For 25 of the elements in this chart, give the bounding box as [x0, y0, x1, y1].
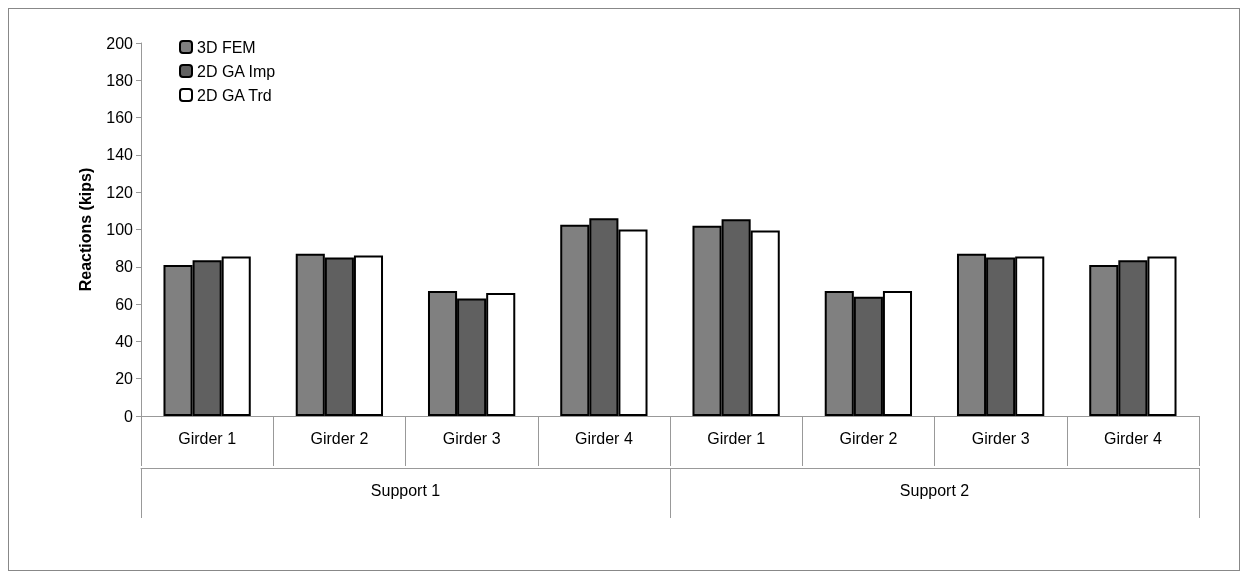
legend-label: 2D GA Imp: [197, 62, 276, 80]
y-tick-label: 100: [106, 221, 134, 238]
y-tick-label: 60: [115, 295, 134, 313]
y-tick-label: 0: [124, 407, 134, 425]
x-tick-label: Girder 3: [971, 429, 1030, 447]
y-tick-label: 120: [106, 183, 134, 201]
y-tick-label: 200: [106, 34, 134, 52]
x-tick-label: Girder 1: [707, 429, 766, 447]
y-tick-label: 80: [115, 258, 134, 276]
x-tick-label: Girder 1: [178, 429, 237, 447]
y-tick-label: 20: [115, 370, 134, 388]
legend-label: 2D GA Trd: [197, 86, 272, 104]
y-axis-title: Reactions (kips): [76, 167, 94, 292]
x-tick-label: Girder 3: [442, 429, 501, 447]
y-tick-label: 140: [106, 146, 134, 164]
y-tick-label: 180: [106, 71, 134, 89]
text: Support 2: [899, 481, 970, 499]
x-tick-label: Girder 4: [1103, 429, 1162, 447]
text: Support 1: [370, 481, 441, 499]
legend-label: 3D FEM: [197, 38, 256, 56]
x-tick-label: Girder 2: [839, 429, 898, 447]
y-tick-label: 160: [106, 109, 134, 127]
x-tick-label: Girder 2: [310, 429, 369, 447]
y-tick-label: 40: [115, 332, 134, 350]
x-tick-label: Girder 4: [574, 429, 633, 447]
